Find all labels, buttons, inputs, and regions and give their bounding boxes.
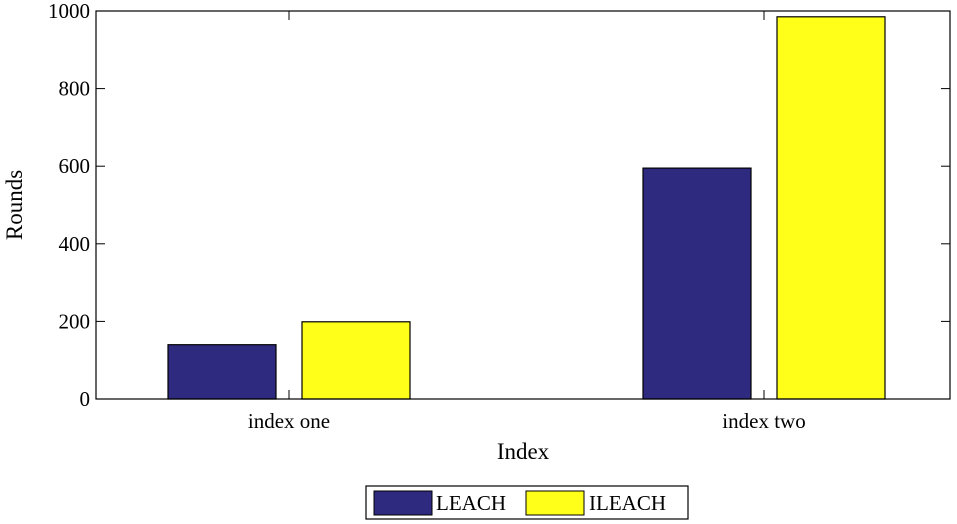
y-tick-label: 0	[80, 387, 91, 411]
plot-frame	[95, 10, 951, 400]
plot-area-group: 0 200 400 600 800 1000 index one index two	[48, 0, 951, 433]
legend-label-leach: LEACH	[436, 491, 506, 515]
y-ticks-group: 0 200 400 600 800 1000	[48, 0, 950, 411]
x-axis-label: Index	[497, 439, 550, 464]
bar-leach-2	[642, 167, 752, 400]
legend-swatch-leach	[373, 490, 433, 516]
y-tick-label: 600	[59, 154, 91, 178]
bar-leach-1	[167, 344, 277, 400]
bars-group	[167, 16, 886, 400]
bar-ileach-2	[776, 16, 886, 400]
y-tick-label: 200	[59, 309, 91, 333]
legend: LEACH ILEACH	[365, 485, 689, 520]
y-axis-label: Rounds	[2, 170, 27, 240]
x-tick-label: index two	[722, 409, 805, 433]
y-tick-label: 400	[59, 232, 91, 256]
legend-label-ileach: ILEACH	[589, 491, 666, 515]
y-tick-label: 1000	[48, 0, 90, 23]
legend-swatch-ileach	[525, 490, 585, 516]
bar-ileach-1	[301, 321, 411, 400]
y-tick-label: 800	[59, 77, 91, 101]
x-tick-label: index one	[248, 409, 330, 433]
x-ticks-group: index one index two	[248, 11, 806, 433]
